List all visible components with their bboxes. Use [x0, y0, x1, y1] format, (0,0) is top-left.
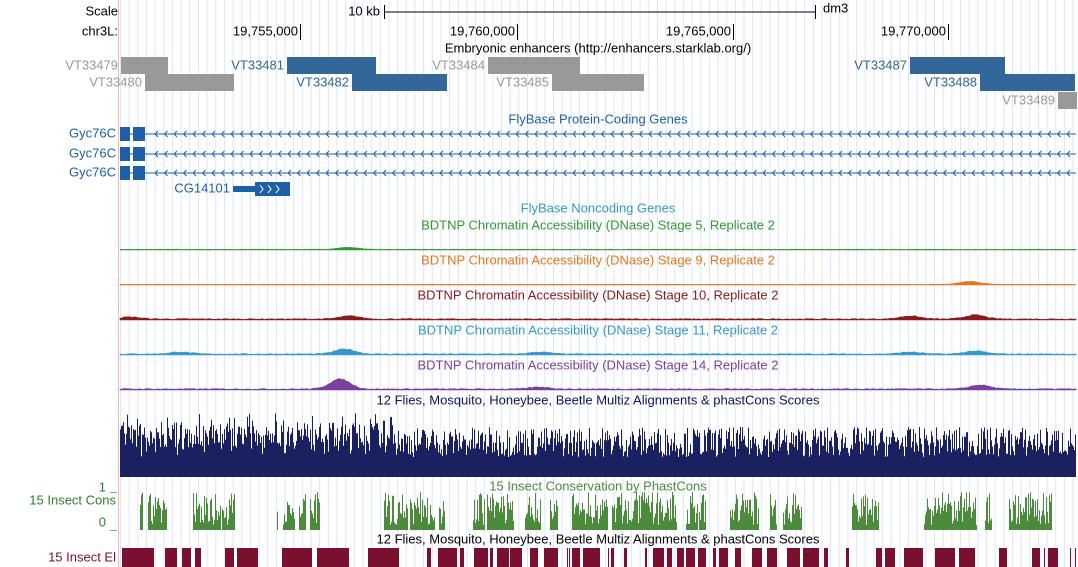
enhancer-label: VT33489	[1002, 92, 1055, 107]
enhancer-label: VT33488	[924, 74, 977, 89]
gene-label: CG14101	[174, 180, 230, 195]
enhancer	[910, 57, 1005, 74]
strand-arrows	[259, 184, 280, 194]
exon	[120, 127, 130, 141]
ruler-position: 19,770,000	[881, 23, 946, 38]
ruler-position: 19,765,000	[666, 23, 731, 38]
track-title: BDTNP Chromatin Accessibility (DNase) St…	[421, 252, 775, 267]
enhancer	[287, 57, 376, 74]
signal	[119, 246, 1077, 251]
tracks: 19,755,000 19,760,000 19,765,000 19,770,000…	[29, 23, 1077, 567]
signal	[119, 281, 1077, 286]
signal	[119, 378, 1077, 391]
track-title: FlyBase Protein-Coding Genes	[508, 111, 688, 126]
ruler-position: 19,760,000	[450, 23, 515, 38]
enhancer-label: VT33482	[296, 74, 349, 89]
strand-arrows	[154, 169, 1071, 177]
gene-label: Gyc76C	[69, 164, 116, 179]
enhancer	[1058, 92, 1077, 109]
track-title: Embryonic enhancers (http://enhancers.st…	[445, 40, 751, 55]
enhancer-label: VT33487	[854, 57, 907, 72]
enhancer-label: VT33485	[496, 74, 549, 89]
enhancer-label: VT33479	[65, 57, 118, 72]
enhancer	[488, 57, 580, 74]
track-title: BDTNP Chromatin Accessibility (DNase) St…	[417, 357, 778, 372]
element-bars	[122, 548, 1076, 567]
track-title: 12 Flies, Mosquito, Honeybee, Beetle Mul…	[377, 531, 820, 546]
scale-label: Scale	[85, 3, 118, 18]
gene-label: Gyc76C	[69, 125, 116, 140]
exon	[133, 127, 145, 141]
strand-arrows	[154, 130, 1071, 138]
scale-bar-label: 10 kb	[348, 3, 380, 18]
enhancer	[352, 74, 447, 91]
track-title: FlyBase Noncoding Genes	[521, 200, 676, 215]
conservation-bars	[120, 413, 1076, 477]
strand-arrows	[154, 150, 1071, 158]
exon	[133, 147, 145, 161]
ruler-position: 19,755,000	[233, 23, 298, 38]
chrom-label: chr3L:	[82, 23, 118, 38]
exon	[133, 166, 145, 180]
scale-bar	[384, 5, 816, 19]
axis-label: 1	[99, 479, 106, 494]
exon	[255, 182, 290, 196]
track-title: BDTNP Chromatin Accessibility (DNase) St…	[417, 287, 778, 302]
enhancer	[121, 57, 168, 74]
gene-label: Gyc76C	[69, 145, 116, 160]
enhancer	[980, 74, 1075, 91]
track-label: 15 Insect El	[48, 549, 116, 564]
enhancer-label: VT33480	[89, 74, 142, 89]
track-label: 15 Insect Cons	[29, 492, 116, 507]
enhancer-label: VT33484	[432, 57, 485, 72]
axis-label: 0	[99, 514, 106, 529]
assembly-label: dm3	[823, 0, 848, 15]
enhancer	[552, 74, 644, 91]
signal	[119, 348, 1077, 356]
enhancer	[145, 74, 234, 91]
track-title: 15 Insect Conservation by PhastCons	[489, 478, 707, 493]
exon	[120, 147, 130, 161]
signal	[119, 314, 1077, 321]
track-title: BDTNP Chromatin Accessibility (DNase) St…	[421, 217, 775, 232]
track-title: 12 Flies, Mosquito, Honeybee, Beetle Mul…	[377, 392, 820, 407]
exon	[233, 186, 255, 192]
enhancer-label: VT33481	[231, 57, 284, 72]
axis	[110, 492, 117, 531]
track-title: BDTNP Chromatin Accessibility (DNase) St…	[418, 322, 778, 337]
phastcons-bars	[140, 492, 1052, 530]
exon	[120, 166, 130, 180]
